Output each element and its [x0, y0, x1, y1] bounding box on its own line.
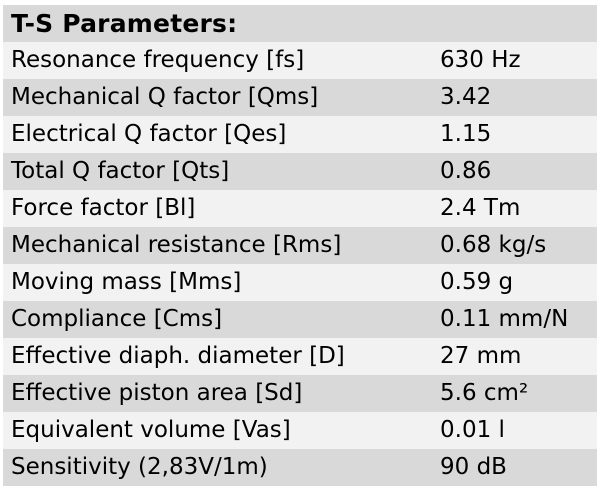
param-label: Effective piston area [Sd] — [11, 380, 303, 406]
table-row: Mechanical Q factor [Qms] 3.42 — [3, 79, 597, 116]
param-value: 90 dB — [440, 454, 507, 480]
ts-table-body: Resonance frequency [fs] 630 Hz Mechanic… — [3, 42, 597, 486]
param-value: 0.59 g — [440, 269, 514, 295]
param-value: 1.15 — [440, 121, 492, 147]
param-label: Effective diaph. diameter [D] — [11, 343, 345, 369]
ts-parameters-table: T-S Parameters: Resonance frequency [fs]… — [3, 5, 597, 486]
param-label: Mechanical resistance [Rms] — [11, 232, 342, 258]
param-value: 3.42 — [440, 84, 492, 110]
table-title: T-S Parameters: — [11, 9, 238, 38]
param-label: Electrical Q factor [Qes] — [11, 121, 287, 147]
table-row: Force factor [Bl] 2.4 Tm — [3, 190, 597, 227]
param-value: 2.4 Tm — [440, 195, 521, 221]
param-label: Compliance [Cms] — [11, 306, 223, 332]
table-row: Electrical Q factor [Qes] 1.15 — [3, 116, 597, 153]
table-row: Effective piston area [Sd] 5.6 cm² — [3, 375, 597, 412]
param-value: 0.86 — [440, 158, 492, 184]
param-label: Force factor [Bl] — [11, 195, 196, 221]
param-value: 0.11 mm/N — [440, 306, 569, 332]
param-label: Mechanical Q factor [Qms] — [11, 84, 319, 110]
param-value: 5.6 cm² — [440, 380, 529, 406]
table-row: Moving mass [Mms] 0.59 g — [3, 264, 597, 301]
param-value: 27 mm — [440, 343, 522, 369]
param-label: Equivalent volume [Vas] — [11, 417, 291, 443]
table-row: Compliance [Cms] 0.11 mm/N — [3, 301, 597, 338]
table-row: Sensitivity (2,83V/1m) 90 dB — [3, 449, 597, 486]
table-header: T-S Parameters: — [3, 5, 597, 42]
param-label: Sensitivity (2,83V/1m) — [11, 454, 268, 480]
table-row: Equivalent volume [Vas] 0.01 l — [3, 412, 597, 449]
param-value: 630 Hz — [440, 47, 521, 73]
param-label: Moving mass [Mms] — [11, 269, 242, 295]
param-label: Resonance frequency [fs] — [11, 47, 305, 73]
param-label: Total Q factor [Qts] — [11, 158, 230, 184]
param-value: 0.68 kg/s — [440, 232, 547, 258]
table-row: Total Q factor [Qts] 0.86 — [3, 153, 597, 190]
table-row: Mechanical resistance [Rms] 0.68 kg/s — [3, 227, 597, 264]
table-row: Effective diaph. diameter [D] 27 mm — [3, 338, 597, 375]
param-value: 0.01 l — [440, 417, 505, 443]
table-row: Resonance frequency [fs] 630 Hz — [3, 42, 597, 79]
